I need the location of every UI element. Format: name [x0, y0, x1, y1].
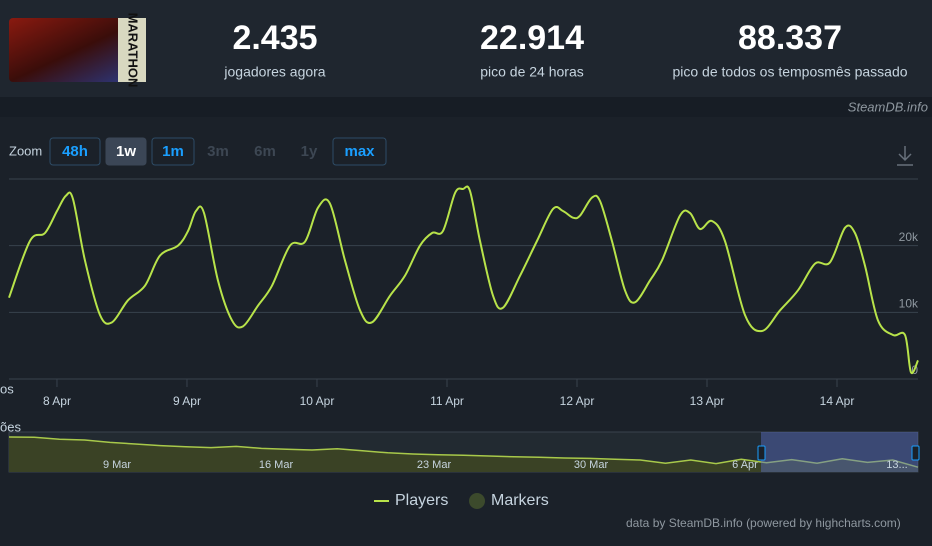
- zoom-button-label: 48h: [62, 143, 88, 160]
- x-tick-label: 14 Apr: [820, 394, 855, 408]
- game-logo: [9, 18, 146, 82]
- chart-panel: [0, 117, 932, 546]
- x-tick-label: 9 Apr: [173, 394, 201, 408]
- x-tick-label: 13 Apr: [690, 394, 725, 408]
- y-tick-label: 10k: [899, 297, 919, 311]
- legend-label: Markers: [491, 492, 549, 509]
- legend-label: Players: [395, 492, 448, 509]
- series-line: [8, 185, 919, 375]
- navigator-tick-label: 30 Mar: [574, 459, 609, 471]
- navigator-tick-label: 16 Mar: [259, 459, 294, 471]
- zoom-label: Zoom: [9, 143, 42, 158]
- legend-swatch: [469, 493, 485, 509]
- download-glyph: [897, 146, 913, 166]
- logo-strip: [118, 18, 146, 82]
- navigator-tick-label: 6 Apr: [732, 459, 758, 471]
- zoom-button-bg: [332, 137, 387, 166]
- x-tick-label: 10 Apr: [300, 394, 335, 408]
- zoom-button-bg: [151, 137, 195, 166]
- zoom-button[interactable]: 48h: [49, 137, 101, 166]
- navigator-handle[interactable]: [911, 445, 920, 461]
- stat-value: 88.337: [738, 19, 842, 57]
- navigator-area: [9, 437, 918, 472]
- x-tick-label: 8 Apr: [43, 394, 71, 408]
- navigator-title: ões: [0, 419, 21, 434]
- zoom-button[interactable]: 1m: [151, 137, 195, 166]
- zoom-button-bg: [49, 137, 101, 166]
- zoom-button: 6m: [254, 143, 276, 160]
- zoom-button[interactable]: max: [332, 137, 387, 166]
- navigator-selection[interactable]: [761, 432, 918, 472]
- zoom-button-bg: [105, 137, 147, 166]
- zoom-button-label: max: [344, 143, 375, 160]
- zoom-button-label: 1y: [301, 143, 318, 160]
- stat-label: jogadores agora: [223, 64, 325, 80]
- zoom-button: 3m: [207, 143, 229, 160]
- stat-value: 2.435: [232, 19, 317, 57]
- navigator-tick-label: 9 Mar: [103, 459, 131, 471]
- zoom-buttons: 48h 1w 1m 3m 6m 1y max: [49, 137, 387, 166]
- navigator-tick-label: 13...: [886, 459, 907, 471]
- logo-text: MARATHON: [126, 13, 141, 88]
- y-tick-label: 20k: [899, 230, 919, 244]
- navigator-handle[interactable]: [757, 445, 766, 461]
- y-axis-title: os: [0, 381, 14, 396]
- zoom-button: 1y: [301, 143, 318, 160]
- stat-label: pico de 24 horas: [480, 64, 584, 80]
- zoom-button-label: 1m: [162, 143, 184, 160]
- x-tick-label: 11 Apr: [430, 394, 464, 408]
- zoom-button-label: 1w: [116, 143, 136, 160]
- stat-value: 22.914: [480, 19, 584, 57]
- header: [0, 0, 932, 97]
- download-icon[interactable]: [897, 146, 913, 166]
- x-tick-label: 12 Apr: [560, 394, 595, 408]
- zoom-button-label: 6m: [254, 143, 276, 160]
- navigator-line: [8, 436, 919, 468]
- footer: data by SteamDB.info (powered by highcha…: [626, 516, 901, 530]
- navigator-tick-label: 23 Mar: [417, 459, 452, 471]
- zoom-button[interactable]: 1w: [105, 137, 147, 166]
- credit: SteamDB.info: [848, 99, 928, 114]
- zoom-button-label: 3m: [207, 143, 229, 160]
- stat-label: pico de todos os temposmês passado: [672, 64, 907, 80]
